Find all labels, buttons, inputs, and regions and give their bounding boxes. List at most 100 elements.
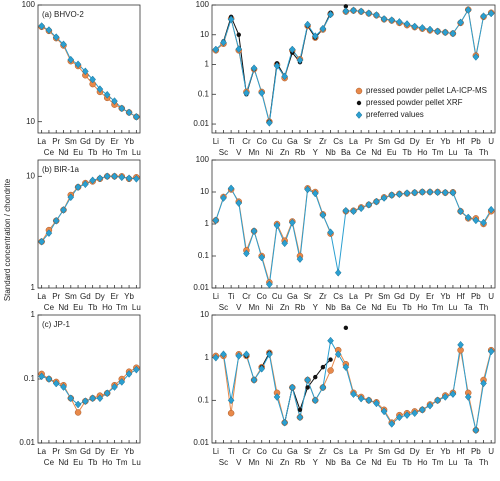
x-tick-label: Sr: [304, 447, 312, 456]
series-line: [215, 187, 492, 283]
series-line: [41, 369, 137, 406]
x-tick-label: Ti: [228, 447, 235, 456]
y-tick-label: 10: [26, 171, 35, 180]
x-tick-label: Tb: [88, 303, 98, 312]
marker: [403, 20, 411, 28]
x-tick-label: Gd: [80, 447, 91, 456]
x-tick-label: Th: [479, 303, 488, 312]
x-tick-label: Dy: [410, 137, 420, 146]
marker: [334, 350, 342, 359]
x-tick-label: Tb: [402, 458, 412, 467]
x-tick-label: Er: [426, 137, 434, 146]
y-tick-label: 1: [31, 310, 36, 319]
marker: [365, 200, 373, 209]
x-tick-label: Ga: [287, 447, 298, 456]
x-tick-label: Ho: [417, 458, 428, 467]
x-tick-label: Tm: [432, 148, 444, 157]
marker: [319, 383, 327, 392]
x-tick-label: La: [349, 447, 358, 456]
x-tick-label: Rb: [295, 148, 306, 157]
marker: [67, 394, 75, 403]
marker: [319, 24, 327, 33]
marker: [258, 253, 266, 262]
marker: [125, 370, 133, 378]
marker: [434, 188, 441, 197]
y-tick-label: 10: [26, 117, 35, 126]
marker: [133, 112, 140, 121]
x-tick-label: Ti: [228, 292, 235, 301]
marker: [457, 207, 464, 216]
x-tick-label: Th: [479, 148, 488, 157]
y-tick-label: 0.1: [198, 395, 210, 404]
marker: [235, 45, 243, 53]
x-tick-label: Ba: [341, 148, 351, 157]
y-tick-label: 10: [200, 30, 209, 39]
marker: [288, 218, 296, 227]
x-tick-label: Ho: [417, 303, 428, 312]
marker: [311, 396, 319, 405]
y-tick-label: 0.1: [198, 89, 210, 98]
marker: [281, 239, 288, 248]
marker: [396, 413, 403, 422]
marker: [434, 27, 441, 36]
x-tick-label: Ce: [44, 458, 55, 467]
x-tick-label: Cu: [272, 292, 282, 301]
marker: [273, 221, 281, 230]
y-axis-label: Standard concentration / chondrite: [3, 178, 12, 301]
marker: [388, 420, 396, 428]
y-tick-label: 100: [22, 0, 36, 9]
x-tick-label: Ga: [287, 137, 298, 146]
x-tick-label: Zr: [319, 292, 327, 301]
marker: [319, 211, 327, 219]
marker: [380, 194, 388, 202]
marker: [441, 188, 449, 197]
marker: [350, 207, 357, 216]
marker: [311, 32, 319, 41]
panel-title: (b) BIR-1a: [42, 165, 79, 174]
marker: [342, 7, 350, 16]
x-tick-label: Lu: [448, 458, 457, 467]
x-tick-label: Cu: [272, 447, 282, 456]
x-tick-label: Mn: [249, 458, 260, 467]
marker: [350, 390, 357, 398]
marker: [365, 396, 373, 405]
marker: [220, 350, 227, 359]
x-tick-label: Yb: [124, 137, 134, 146]
y-tick-label: 100: [196, 155, 210, 164]
marker: [373, 197, 380, 206]
x-tick-label: Nd: [58, 148, 68, 157]
marker: [67, 55, 75, 64]
x-tick-label: La: [37, 447, 46, 456]
x-tick-label: Tm: [116, 303, 128, 312]
legend-label: pressed powder pellet LA-ICP-MS: [366, 86, 487, 95]
x-tick-label: Ta: [464, 303, 473, 312]
marker: [60, 40, 67, 49]
x-tick-label: Dy: [95, 137, 105, 146]
marker: [82, 67, 89, 76]
marker: [320, 364, 326, 370]
x-tick-label: Gd: [80, 137, 91, 146]
marker: [258, 364, 266, 373]
x-tick-label: Ni: [266, 303, 274, 312]
x-tick-label: Li: [213, 292, 219, 301]
x-tick-label: Dy: [410, 447, 420, 456]
marker: [288, 383, 296, 392]
marker: [357, 7, 365, 16]
marker: [480, 12, 487, 21]
x-tick-label: Ho: [102, 303, 113, 312]
x-tick-label: Er: [111, 137, 119, 146]
x-tick-label: Tm: [116, 458, 128, 467]
marker: [464, 6, 472, 14]
marker: [342, 206, 350, 215]
x-tick-label: Sm: [65, 447, 77, 456]
marker: [304, 185, 311, 194]
x-tick-label: Ta: [464, 458, 473, 467]
x-tick-label: Pr: [365, 137, 373, 146]
marker: [419, 405, 426, 414]
marker: [487, 347, 495, 356]
x-tick-label: Nd: [371, 303, 381, 312]
x-tick-label: Dy: [95, 447, 105, 456]
marker: [133, 365, 140, 374]
marker: [281, 72, 288, 81]
x-tick-label: U: [488, 137, 494, 146]
